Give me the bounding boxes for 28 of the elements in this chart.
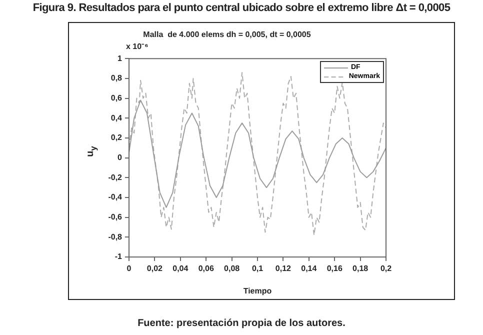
chart-title: Figura 9. Resultados para el punto central ubicado sobre el extremo libre Δt = 0,0005 — [32, 2, 452, 14]
x-tick-label: 0,12 — [275, 264, 292, 274]
x-tick-label: 0,16 — [326, 264, 343, 274]
source-note: Fuente: presentación propia de los autores. — [136, 318, 346, 329]
chart-subtitle: Malla de 4.000 elems dh = 0,005, dt = 0,0005 — [143, 30, 312, 40]
y-tick-label: -1 — [114, 252, 123, 262]
x-tick-label: 0,2 — [380, 264, 392, 274]
x-tick-label: 0 — [126, 264, 132, 274]
x-tick-label: 0,08 — [224, 264, 240, 274]
y-tick-label: 0 — [118, 153, 123, 162]
x-tick-label: 0,02 — [146, 264, 164, 274]
y-tick-label: -0,6 — [108, 212, 123, 222]
y-tick-label: 0,8 — [110, 74, 123, 83]
x-tick-label: 0,18 — [352, 264, 369, 274]
y-tick-label: -0,4 — [108, 192, 123, 202]
x-tick-label: 0,06 — [198, 264, 214, 274]
y-tick-label: -0,2 — [108, 172, 123, 182]
text: x 10⁻⁶ — [126, 41, 148, 51]
y-tick-label: 0,2 — [110, 133, 123, 142]
x-axis-title: Tiempo — [243, 286, 272, 296]
x-tick-label: 0,14 — [301, 264, 318, 274]
x-tick-label: 0,04 — [172, 264, 189, 274]
x-tick-label: 0,1 — [252, 264, 264, 274]
y-tick-label: 1 — [118, 54, 123, 63]
y-tick-label: 0,6 — [110, 93, 123, 102]
y-tick-label: -0,8 — [108, 232, 123, 242]
y-tick-label: 0,4 — [110, 113, 123, 122]
line-series — [129, 72, 386, 236]
